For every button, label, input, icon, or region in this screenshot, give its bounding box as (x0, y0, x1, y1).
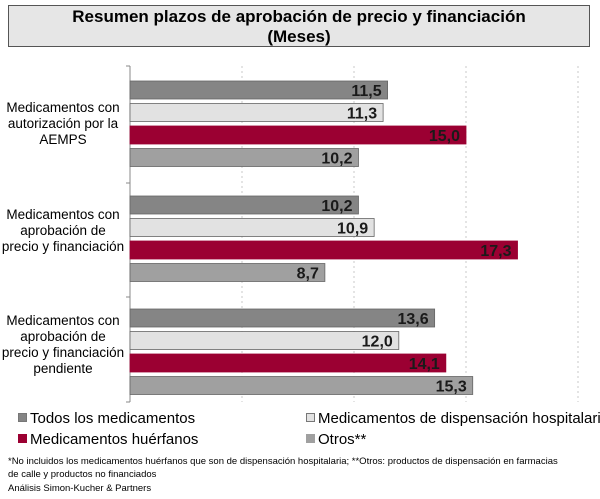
data-label: 10,9 (337, 221, 368, 238)
bar (129, 331, 400, 350)
category-label: Medicamentos con aprobación de precio y … (1, 313, 125, 376)
data-label: 10,2 (321, 151, 352, 168)
source-note: Análisis Simon-Kucher & Partners (8, 483, 152, 494)
legend-item: Todos los medicamentos (18, 410, 195, 427)
bar (129, 80, 389, 100)
data-label: 10,2 (321, 198, 352, 215)
bar (129, 376, 474, 395)
legend-swatch-icon (18, 434, 27, 443)
data-label: 14,1 (409, 356, 440, 373)
legend-item: Otros** (306, 431, 366, 448)
chart-title: Resumen plazos de aprobación de precio y… (8, 5, 590, 47)
chart-title-line-1: Resumen plazos de aprobación de precio y… (72, 7, 526, 26)
legend-label: Medicamentos de dispensación hospitalari… (318, 410, 600, 427)
bar (129, 218, 375, 237)
bar (129, 125, 467, 145)
legend-label: Medicamentos huérfanos (30, 431, 199, 448)
bar (129, 353, 447, 373)
bar (129, 240, 518, 260)
data-label: 11,3 (347, 106, 377, 123)
category-label: Medicamentos con aprobación de precio y … (1, 207, 125, 254)
legend-label: Otros** (318, 431, 367, 448)
bar (129, 103, 384, 122)
data-label: 11,5 (351, 83, 381, 100)
data-label: 17,3 (480, 243, 511, 260)
data-label: 15,3 (436, 379, 467, 396)
legend-label: Todos los medicamentos (30, 410, 196, 427)
footnote: *No incluidos los medicamentos huérfanos… (8, 456, 558, 480)
legend-item: Medicamentos de dispensación hospitalari… (306, 410, 600, 427)
legend-swatch-icon (306, 413, 315, 422)
data-label: 12,0 (362, 334, 393, 351)
legend-item: Medicamentos huérfanos (18, 431, 198, 448)
data-label: 13,6 (397, 311, 428, 328)
bar (129, 195, 359, 215)
data-label: 8,7 (297, 266, 319, 283)
data-label: 15,0 (429, 128, 460, 145)
bar (129, 308, 436, 328)
legend-swatch-icon (18, 413, 27, 422)
bar (129, 263, 326, 282)
legend-swatch-icon (306, 434, 315, 443)
bar (129, 148, 359, 167)
category-label: Medicamentos con autorización por la AEM… (6, 100, 120, 147)
chart-title-line-2: (Meses) (267, 27, 331, 46)
